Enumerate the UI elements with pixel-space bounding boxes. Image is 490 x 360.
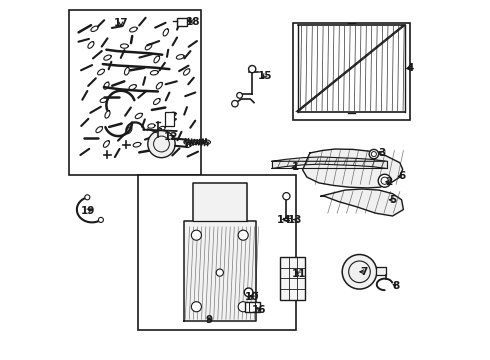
Text: 17: 17: [114, 18, 128, 28]
Circle shape: [216, 269, 223, 276]
Circle shape: [237, 93, 243, 98]
Circle shape: [238, 302, 248, 312]
Text: 8: 8: [392, 281, 400, 291]
Text: 10: 10: [245, 292, 259, 302]
Circle shape: [369, 149, 379, 159]
Circle shape: [342, 255, 377, 289]
Text: 15: 15: [258, 71, 272, 81]
Text: 19: 19: [81, 206, 96, 216]
Text: 5: 5: [389, 195, 396, 205]
Text: 18: 18: [186, 17, 200, 27]
Circle shape: [283, 193, 290, 200]
Circle shape: [98, 217, 103, 222]
Text: 11: 11: [292, 269, 306, 279]
Text: 4: 4: [407, 63, 414, 73]
Polygon shape: [303, 149, 403, 188]
Bar: [293, 23, 410, 120]
Circle shape: [248, 66, 256, 73]
Bar: [165, 112, 174, 126]
Circle shape: [238, 230, 248, 240]
Bar: [176, 18, 187, 26]
Circle shape: [85, 195, 90, 200]
Polygon shape: [184, 183, 256, 321]
Bar: [69, 10, 201, 175]
Bar: [280, 257, 305, 300]
Polygon shape: [320, 189, 403, 216]
Text: 14: 14: [277, 215, 292, 225]
Text: 9: 9: [205, 315, 213, 325]
Bar: [245, 302, 260, 312]
Text: 12: 12: [164, 132, 178, 142]
Bar: [139, 175, 296, 330]
Text: 7: 7: [360, 267, 368, 277]
Text: 2: 2: [385, 177, 392, 187]
Circle shape: [232, 100, 238, 107]
Circle shape: [148, 130, 175, 158]
Circle shape: [245, 288, 253, 297]
Polygon shape: [272, 157, 387, 168]
Text: 1: 1: [292, 162, 299, 172]
Text: 6: 6: [398, 171, 405, 181]
Polygon shape: [376, 267, 387, 275]
Circle shape: [192, 230, 201, 240]
Circle shape: [192, 302, 201, 312]
Circle shape: [378, 174, 391, 187]
Text: 13: 13: [288, 215, 303, 225]
Text: 3: 3: [378, 148, 386, 158]
Text: 16: 16: [252, 305, 267, 315]
